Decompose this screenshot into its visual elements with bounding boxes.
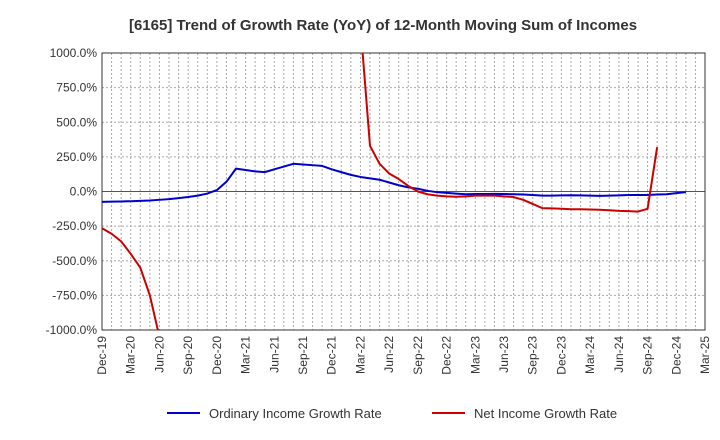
legend-item: Net Income Growth Rate [432,406,617,421]
x-tick-label: Dec-19 [95,336,109,375]
x-tick-label: Jun-24 [612,336,626,373]
series-lines [102,53,686,330]
y-axis-tick-labels: 1000.0% 750.0% 500.0% 250.0% 0.0% -250.0% -500… [46,46,98,337]
plot-border [101,52,706,331]
x-axis-tick-labels: Dec-19 Mar-20 Jun-20 Sep-20 Dec-20 Mar-21 Jun-… [95,336,712,375]
x-tick-label: Dec-23 [554,336,568,375]
chart-title: [6165] Trend of Growth Rate (YoY) of 12-… [129,17,637,34]
x-tick-label: Dec-24 [669,336,683,375]
x-tick-label: Dec-21 [325,336,339,375]
x-tick-label: Jun-22 [382,336,396,373]
y-tick-label: -500.0% [52,254,97,268]
y-tick-label: -250.0% [52,219,97,233]
x-tick-label: Dec-22 [440,336,454,375]
x-tick-label: Sep-23 [526,336,540,375]
x-tick-label: Mar-21 [239,336,253,374]
y-tick-label: 250.0% [56,150,97,164]
x-tick-label: Mar-22 [353,336,367,374]
y-tick-label: 500.0% [56,115,97,129]
legend-label: Ordinary Income Growth Rate [209,406,382,421]
x-tick-label: Jun-21 [267,336,281,373]
y-tick-label: -750.0% [52,288,97,302]
x-tick-label: Mar-20 [124,336,138,374]
x-tick-label: Mar-23 [468,336,482,374]
x-tick-label: Jun-23 [497,336,511,373]
y-tick-label: 1000.0% [50,46,98,60]
x-tick-label: Mar-25 [698,336,712,374]
y-tick-label: -1000.0% [46,323,98,337]
x-tick-label: Sep-22 [411,336,425,375]
series-ordinary-income [102,162,686,203]
x-tick-label: Sep-21 [296,336,310,375]
x-tick-label: Sep-20 [181,336,195,375]
series-line [102,162,686,203]
x-tick-label: Sep-24 [641,336,655,375]
legend-item: Ordinary Income Growth Rate [167,406,382,421]
series-line [102,53,659,330]
x-tick-label: Jun-20 [152,336,166,373]
series-net-income [102,53,659,330]
x-tick-label: Mar-24 [583,336,597,374]
y-tick-label: 750.0% [56,81,97,95]
x-tick-label: Dec-20 [210,336,224,375]
y-tick-label: 0.0% [70,185,98,199]
legend: Ordinary Income Growth Rate Net Income Gr… [167,406,617,421]
axes [101,52,706,331]
legend-label: Net Income Growth Rate [474,406,617,421]
